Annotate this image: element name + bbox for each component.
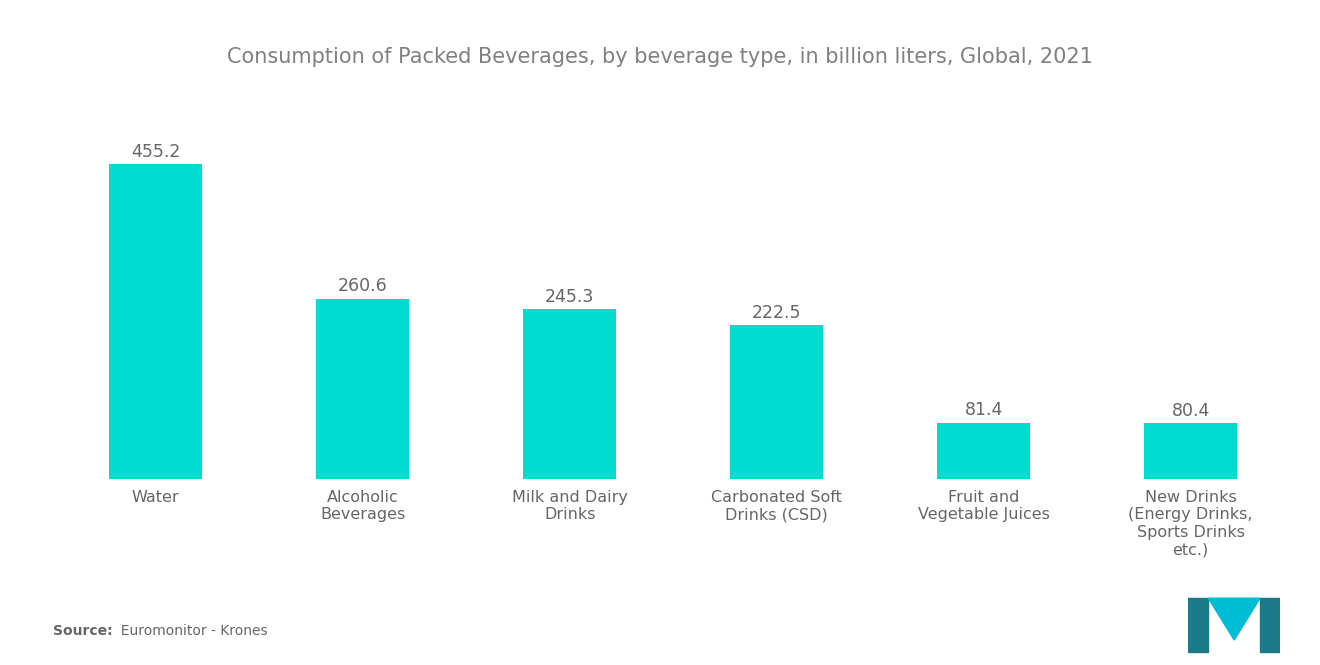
Bar	[937, 422, 1030, 479]
Text: 245.3: 245.3	[545, 288, 594, 306]
Bar	[110, 164, 202, 479]
Bar	[1261, 598, 1280, 652]
Bar	[523, 309, 616, 479]
Text: 80.4: 80.4	[1171, 402, 1210, 420]
Text: Consumption of Packed Beverages, by beverage type, in billion liters, Global, 20: Consumption of Packed Beverages, by beve…	[227, 47, 1093, 66]
Text: Source:: Source:	[53, 624, 112, 638]
Text: 260.6: 260.6	[338, 277, 388, 295]
Text: 222.5: 222.5	[752, 304, 801, 322]
Polygon shape	[1208, 598, 1261, 640]
Bar	[1144, 424, 1237, 479]
Text: Euromonitor - Krones: Euromonitor - Krones	[112, 624, 268, 638]
Text: 81.4: 81.4	[965, 401, 1003, 419]
Bar	[1188, 598, 1208, 652]
Bar	[317, 299, 409, 479]
Text: 455.2: 455.2	[131, 143, 181, 161]
Bar	[730, 325, 824, 479]
